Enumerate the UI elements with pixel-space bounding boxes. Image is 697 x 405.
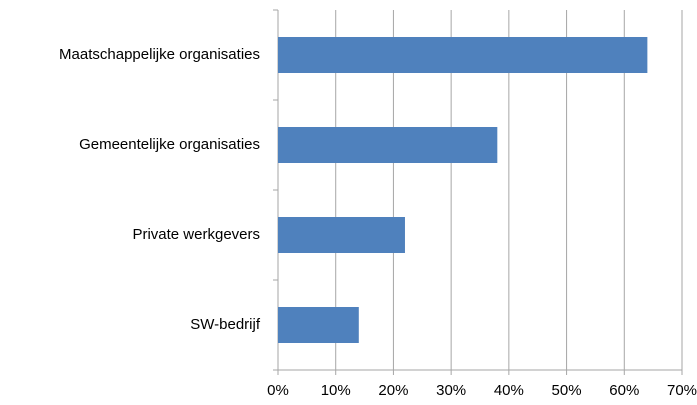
x-tick-label: 50%: [552, 382, 582, 399]
y-tick-label: Private werkgevers: [132, 226, 260, 243]
y-tick-label: Gemeentelijke organisaties: [79, 136, 260, 153]
x-tick-label: 60%: [609, 382, 639, 399]
bar: [278, 127, 498, 163]
y-tick-label: Maatschappelijke organisaties: [59, 46, 260, 63]
x-tick-label: 20%: [378, 382, 408, 399]
x-tick-label: 30%: [436, 382, 466, 399]
x-tick-label: 40%: [494, 382, 524, 399]
bar: [278, 307, 359, 343]
x-tick-label: 70%: [667, 382, 697, 399]
x-tick-label: 0%: [267, 382, 289, 399]
x-tick-label: 10%: [321, 382, 351, 399]
y-tick-label: SW-bedrijf: [190, 316, 261, 333]
bar: [278, 217, 405, 253]
bar: [278, 37, 648, 73]
